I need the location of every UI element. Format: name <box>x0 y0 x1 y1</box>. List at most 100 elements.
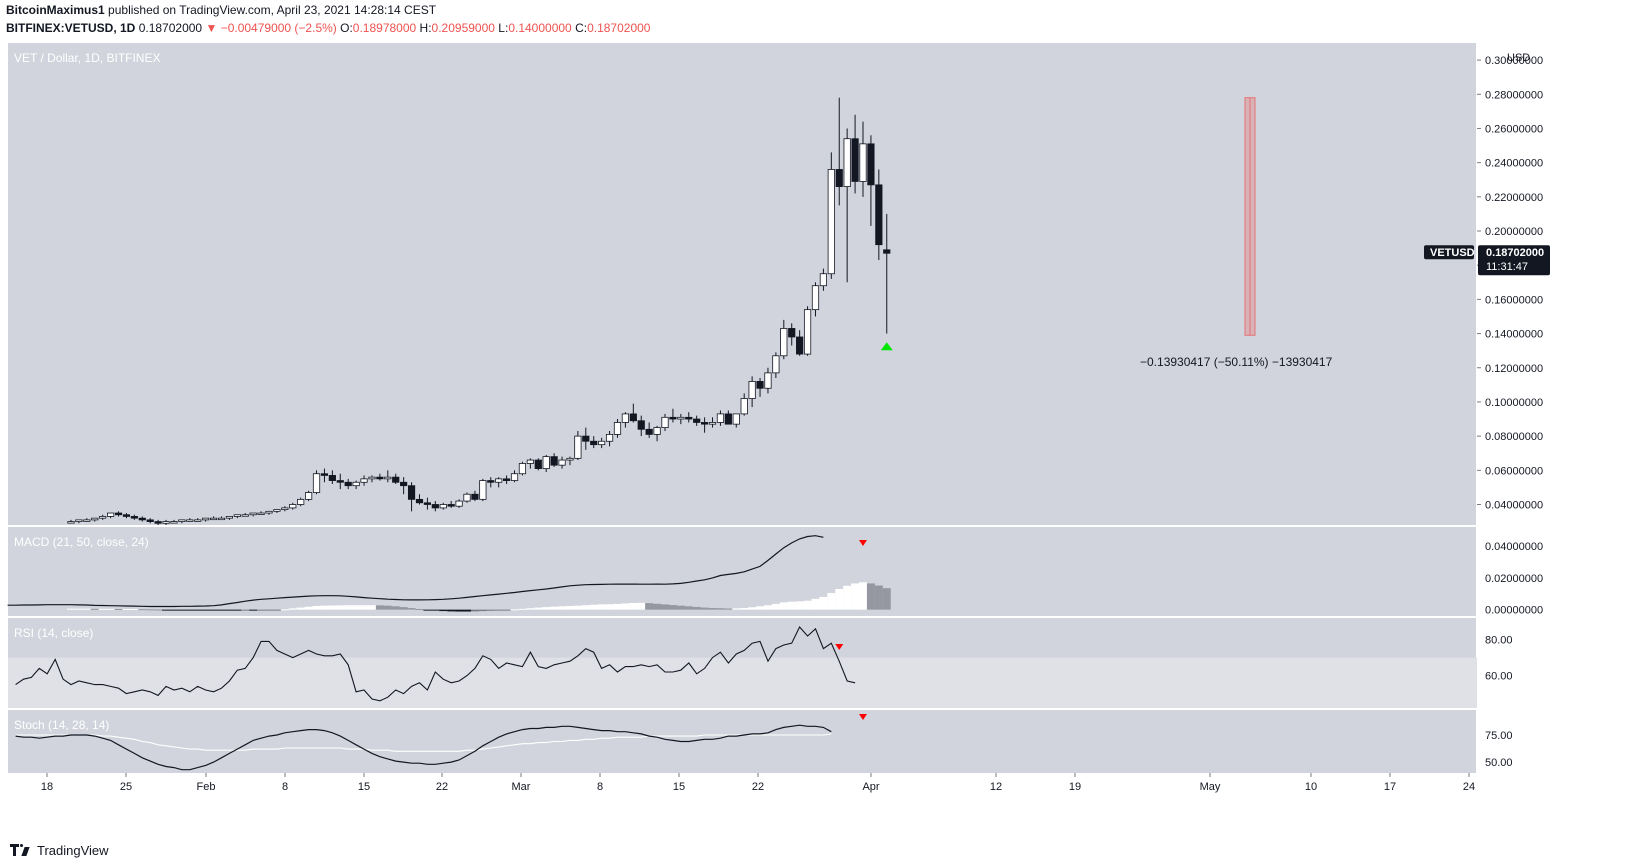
candle-up <box>241 514 249 517</box>
macd-histogram-bar <box>336 605 345 610</box>
candle-down <box>320 473 329 476</box>
currency-label: USD <box>1507 52 1530 64</box>
candle-up <box>312 473 321 493</box>
price-tick-label: 0.30000000 <box>1485 55 1543 67</box>
time-tick-label: May <box>1200 781 1221 793</box>
macd-histogram-bar <box>803 600 812 610</box>
low-label: L: <box>498 21 509 35</box>
high-label: H: <box>419 21 432 35</box>
candle-down <box>114 512 123 516</box>
candle-down <box>376 476 384 480</box>
candle-down <box>550 456 558 466</box>
publish-info: published on TradingView.com, April 23, … <box>108 3 437 17</box>
macd-histogram-bar <box>367 605 376 610</box>
candle-down <box>400 481 408 487</box>
candle-down <box>835 169 843 187</box>
candle-up <box>479 480 487 500</box>
candle-down <box>637 420 645 430</box>
macd-histogram-bar <box>360 605 369 610</box>
price-tag-box <box>1478 245 1550 276</box>
candle-up <box>843 138 851 187</box>
macd-histogram-bar <box>565 605 574 610</box>
chart-title: VET / Dollar, 1D, BITFINEX <box>14 51 160 65</box>
macd-title: MACD (21, 50, close, 24) <box>14 535 149 549</box>
candle-down <box>344 481 352 487</box>
macd-histogram-bar <box>257 609 266 611</box>
macd-histogram-bar <box>526 608 535 610</box>
macd-histogram-bar <box>486 609 495 611</box>
macd-histogram-bar <box>209 609 218 611</box>
candle-up <box>352 481 360 487</box>
macd-histogram-bar <box>510 609 519 611</box>
macd-histogram-bar <box>779 602 788 610</box>
price-tick-label: 0.16000000 <box>1485 294 1543 306</box>
candle-up <box>859 143 867 182</box>
author-name[interactable]: BitcoinMaximus1 <box>6 3 105 17</box>
macd-histogram-bar <box>431 609 440 611</box>
macd-histogram-bar <box>304 606 313 610</box>
measure-label: −0.13930417 (−50.11%) −13930417 <box>1140 355 1333 369</box>
macd-histogram-bar <box>90 608 99 610</box>
macd-histogram-bar <box>352 605 361 610</box>
macd-tick-label: 0.00000000 <box>1485 605 1543 617</box>
candle-up <box>265 510 273 514</box>
macd-histogram-bar <box>534 607 543 610</box>
ohlc-line: BITFINEX:VETUSD, 1D 0.18702000 ▼ −0.0047… <box>6 21 650 35</box>
price-tick-label: 0.08000000 <box>1485 431 1543 443</box>
candle-up <box>186 519 194 522</box>
candle-up <box>233 514 241 517</box>
stoch-title: Stoch (14, 28, 14) <box>14 718 109 732</box>
stoch-red-arrow-icon <box>859 714 867 720</box>
price-tick-label: 0.20000000 <box>1485 226 1543 238</box>
stoch-tick-label: 50.00 <box>1485 757 1513 769</box>
macd-histogram-bar <box>447 609 456 612</box>
macd-histogram-bar <box>82 608 91 610</box>
macd-histogram-bar <box>455 609 464 612</box>
time-tick-label: 8 <box>597 781 603 793</box>
macd-histogram-bar <box>478 609 487 612</box>
macd-histogram-bar <box>708 608 717 610</box>
macd-histogram-bar <box>415 609 424 611</box>
stoch-pane-background <box>8 710 1477 773</box>
macd-histogram-bar <box>771 603 780 610</box>
candle-up <box>495 478 503 483</box>
macd-histogram-bar <box>193 609 202 611</box>
candle-up <box>99 516 107 519</box>
price-tick-label: 0.10000000 <box>1485 397 1543 409</box>
macd-histogram-bar <box>787 601 796 610</box>
macd-histogram-bar <box>177 609 186 611</box>
candle-up <box>249 512 257 516</box>
candle-up <box>732 413 740 425</box>
price-change: −0.00479000 (−2.5%) <box>220 21 337 35</box>
candle-up <box>827 169 835 275</box>
candle-down <box>582 435 590 442</box>
candle-up <box>708 422 717 425</box>
price-tick-label: 0.22000000 <box>1485 192 1543 204</box>
candle-up <box>542 456 550 469</box>
time-tick-label: Mar <box>512 781 531 793</box>
time-tick-label: 10 <box>1305 781 1317 793</box>
candles-group <box>67 97 891 525</box>
macd-tick-label: 0.04000000 <box>1485 541 1543 553</box>
time-tick-label: 12 <box>990 781 1002 793</box>
candle-up <box>107 512 115 517</box>
rsi-tick-label: 60.00 <box>1485 671 1513 683</box>
candle-up <box>613 422 622 435</box>
low-value: 0.14000000 <box>508 21 572 35</box>
candle-up <box>178 519 186 522</box>
candle-up <box>764 372 772 389</box>
macd-red-arrow-icon <box>859 540 867 546</box>
footer-brand[interactable]: TradingView <box>37 842 109 858</box>
macd-histogram-bar <box>375 605 384 610</box>
price-tick-label: 0.04000000 <box>1485 499 1543 511</box>
candle-down <box>851 138 859 182</box>
candle-up <box>257 512 265 515</box>
time-tick-label: 15 <box>358 781 370 793</box>
rsi-title: RSI (14, close) <box>14 626 93 640</box>
rsi-band <box>8 657 1477 708</box>
candle-up <box>526 459 534 464</box>
price-tick-label: 0.14000000 <box>1485 329 1543 341</box>
macd-histogram-bar <box>162 609 171 611</box>
candle-down <box>867 143 875 186</box>
